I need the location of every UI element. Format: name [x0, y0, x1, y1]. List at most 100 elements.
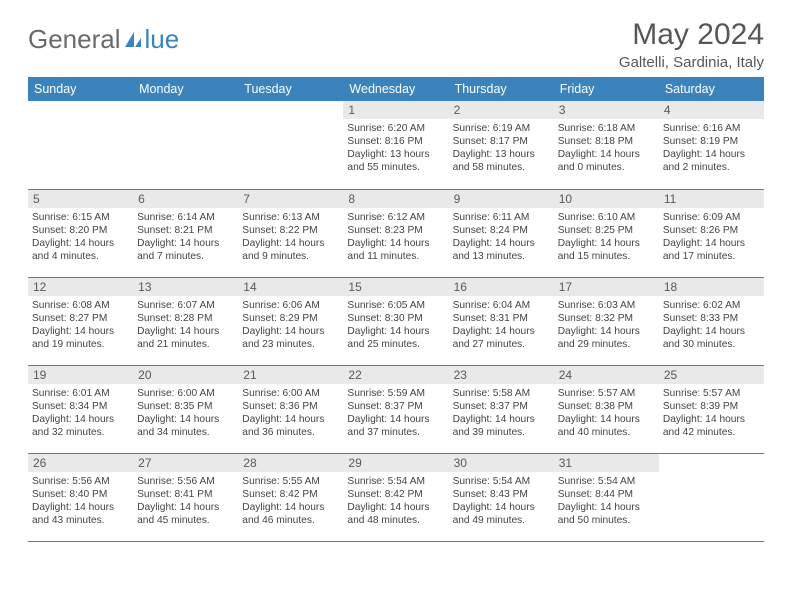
sunset-line: Sunset: 8:33 PM [663, 312, 760, 325]
calendar-cell: 26Sunrise: 5:56 AMSunset: 8:40 PMDayligh… [28, 453, 133, 541]
calendar-cell [133, 101, 238, 189]
calendar-page: General lue May 2024 Galtelli, Sardinia,… [0, 0, 792, 552]
day-number: 14 [238, 278, 343, 296]
col-thursday: Thursday [449, 77, 554, 101]
col-saturday: Saturday [659, 77, 764, 101]
calendar-header-row: Sunday Monday Tuesday Wednesday Thursday… [28, 77, 764, 101]
day-number: 18 [659, 278, 764, 296]
day-number: 16 [449, 278, 554, 296]
daylight-line: Daylight: 14 hours and 46 minutes. [242, 501, 339, 527]
daylight-line: Daylight: 14 hours and 19 minutes. [32, 325, 129, 351]
day-number: 12 [28, 278, 133, 296]
sunset-line: Sunset: 8:36 PM [242, 400, 339, 413]
daylight-line: Daylight: 14 hours and 11 minutes. [347, 237, 444, 263]
day-number: 5 [28, 190, 133, 208]
day-body: Sunrise: 6:13 AMSunset: 8:22 PMDaylight:… [238, 208, 343, 265]
day-body: Sunrise: 6:10 AMSunset: 8:25 PMDaylight:… [554, 208, 659, 265]
day-body: Sunrise: 5:54 AMSunset: 8:43 PMDaylight:… [449, 472, 554, 529]
sunrise-line: Sunrise: 6:16 AM [663, 122, 760, 135]
sunset-line: Sunset: 8:16 PM [347, 135, 444, 148]
sunrise-line: Sunrise: 5:55 AM [242, 475, 339, 488]
daylight-line: Daylight: 14 hours and 13 minutes. [453, 237, 550, 263]
day-number: 7 [238, 190, 343, 208]
day-number: 9 [449, 190, 554, 208]
day-body: Sunrise: 6:15 AMSunset: 8:20 PMDaylight:… [28, 208, 133, 265]
sunrise-line: Sunrise: 6:20 AM [347, 122, 444, 135]
day-body: Sunrise: 5:57 AMSunset: 8:39 PMDaylight:… [659, 384, 764, 441]
sunrise-line: Sunrise: 6:09 AM [663, 211, 760, 224]
calendar-cell: 16Sunrise: 6:04 AMSunset: 8:31 PMDayligh… [449, 277, 554, 365]
day-number: 20 [133, 366, 238, 384]
sunrise-line: Sunrise: 5:59 AM [347, 387, 444, 400]
sunrise-line: Sunrise: 6:01 AM [32, 387, 129, 400]
sunrise-line: Sunrise: 6:06 AM [242, 299, 339, 312]
daylight-line: Daylight: 14 hours and 25 minutes. [347, 325, 444, 351]
sunset-line: Sunset: 8:24 PM [453, 224, 550, 237]
sunrise-line: Sunrise: 6:15 AM [32, 211, 129, 224]
sunset-line: Sunset: 8:17 PM [453, 135, 550, 148]
sunrise-line: Sunrise: 5:56 AM [32, 475, 129, 488]
daylight-line: Daylight: 14 hours and 40 minutes. [558, 413, 655, 439]
day-body: Sunrise: 6:05 AMSunset: 8:30 PMDaylight:… [343, 296, 448, 353]
day-body: Sunrise: 6:04 AMSunset: 8:31 PMDaylight:… [449, 296, 554, 353]
daylight-line: Daylight: 14 hours and 4 minutes. [32, 237, 129, 263]
sunset-line: Sunset: 8:34 PM [32, 400, 129, 413]
calendar-cell: 19Sunrise: 6:01 AMSunset: 8:34 PMDayligh… [28, 365, 133, 453]
col-sunday: Sunday [28, 77, 133, 101]
calendar-cell: 8Sunrise: 6:12 AMSunset: 8:23 PMDaylight… [343, 189, 448, 277]
day-body: Sunrise: 6:03 AMSunset: 8:32 PMDaylight:… [554, 296, 659, 353]
daylight-line: Daylight: 14 hours and 0 minutes. [558, 148, 655, 174]
calendar-cell: 11Sunrise: 6:09 AMSunset: 8:26 PMDayligh… [659, 189, 764, 277]
day-number: 15 [343, 278, 448, 296]
daylight-line: Daylight: 14 hours and 30 minutes. [663, 325, 760, 351]
calendar-week-row: 5Sunrise: 6:15 AMSunset: 8:20 PMDaylight… [28, 189, 764, 277]
calendar-cell: 30Sunrise: 5:54 AMSunset: 8:43 PMDayligh… [449, 453, 554, 541]
sunset-line: Sunset: 8:40 PM [32, 488, 129, 501]
sunrise-line: Sunrise: 6:03 AM [558, 299, 655, 312]
daylight-line: Daylight: 14 hours and 29 minutes. [558, 325, 655, 351]
calendar-cell: 3Sunrise: 6:18 AMSunset: 8:18 PMDaylight… [554, 101, 659, 189]
calendar-cell: 28Sunrise: 5:55 AMSunset: 8:42 PMDayligh… [238, 453, 343, 541]
sunset-line: Sunset: 8:27 PM [32, 312, 129, 325]
logo-blue: lue [121, 24, 180, 55]
calendar-cell: 10Sunrise: 6:10 AMSunset: 8:25 PMDayligh… [554, 189, 659, 277]
day-body: Sunrise: 6:08 AMSunset: 8:27 PMDaylight:… [28, 296, 133, 353]
sunrise-line: Sunrise: 5:54 AM [558, 475, 655, 488]
calendar-cell: 27Sunrise: 5:56 AMSunset: 8:41 PMDayligh… [133, 453, 238, 541]
sunrise-line: Sunrise: 6:05 AM [347, 299, 444, 312]
calendar-week-row: 19Sunrise: 6:01 AMSunset: 8:34 PMDayligh… [28, 365, 764, 453]
day-body: Sunrise: 6:12 AMSunset: 8:23 PMDaylight:… [343, 208, 448, 265]
day-body: Sunrise: 5:55 AMSunset: 8:42 PMDaylight:… [238, 472, 343, 529]
sunset-line: Sunset: 8:26 PM [663, 224, 760, 237]
logo-sail-icon [122, 29, 144, 51]
sunset-line: Sunset: 8:23 PM [347, 224, 444, 237]
sunrise-line: Sunrise: 6:18 AM [558, 122, 655, 135]
day-body: Sunrise: 5:54 AMSunset: 8:44 PMDaylight:… [554, 472, 659, 529]
day-body: Sunrise: 6:06 AMSunset: 8:29 PMDaylight:… [238, 296, 343, 353]
day-body: Sunrise: 6:00 AMSunset: 8:35 PMDaylight:… [133, 384, 238, 441]
day-number: 8 [343, 190, 448, 208]
sunset-line: Sunset: 8:37 PM [347, 400, 444, 413]
daylight-line: Daylight: 14 hours and 2 minutes. [663, 148, 760, 174]
sunset-line: Sunset: 8:42 PM [242, 488, 339, 501]
calendar-cell: 1Sunrise: 6:20 AMSunset: 8:16 PMDaylight… [343, 101, 448, 189]
day-number [28, 101, 133, 105]
sunrise-line: Sunrise: 6:13 AM [242, 211, 339, 224]
day-body: Sunrise: 5:56 AMSunset: 8:40 PMDaylight:… [28, 472, 133, 529]
sunset-line: Sunset: 8:38 PM [558, 400, 655, 413]
sunset-line: Sunset: 8:37 PM [453, 400, 550, 413]
calendar-cell: 2Sunrise: 6:19 AMSunset: 8:17 PMDaylight… [449, 101, 554, 189]
day-number: 23 [449, 366, 554, 384]
day-number [133, 101, 238, 105]
calendar-cell: 22Sunrise: 5:59 AMSunset: 8:37 PMDayligh… [343, 365, 448, 453]
calendar-cell: 29Sunrise: 5:54 AMSunset: 8:42 PMDayligh… [343, 453, 448, 541]
day-number: 24 [554, 366, 659, 384]
day-body: Sunrise: 6:01 AMSunset: 8:34 PMDaylight:… [28, 384, 133, 441]
sunset-line: Sunset: 8:31 PM [453, 312, 550, 325]
day-number [659, 454, 764, 458]
sunset-line: Sunset: 8:35 PM [137, 400, 234, 413]
page-header: General lue May 2024 Galtelli, Sardinia,… [28, 18, 764, 71]
day-number: 19 [28, 366, 133, 384]
day-number: 13 [133, 278, 238, 296]
daylight-line: Daylight: 14 hours and 17 minutes. [663, 237, 760, 263]
